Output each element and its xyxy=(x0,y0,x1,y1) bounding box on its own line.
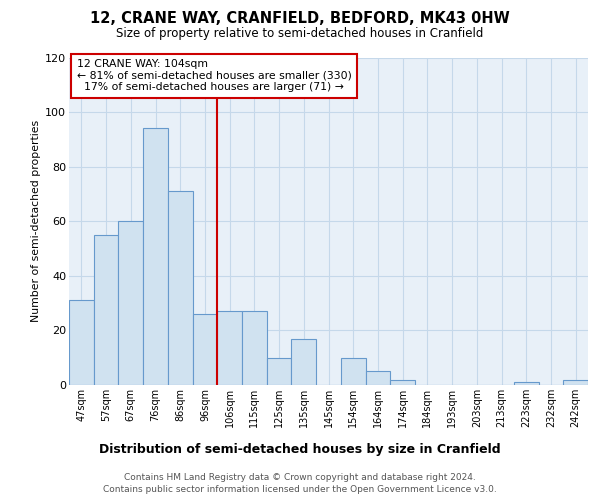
Bar xyxy=(69,300,94,385)
Bar xyxy=(168,191,193,385)
Bar xyxy=(94,235,118,385)
Text: 12 CRANE WAY: 104sqm
← 81% of semi-detached houses are smaller (330)
  17% of se: 12 CRANE WAY: 104sqm ← 81% of semi-detac… xyxy=(77,59,352,92)
Text: Size of property relative to semi-detached houses in Cranfield: Size of property relative to semi-detach… xyxy=(116,28,484,40)
Bar xyxy=(193,314,217,385)
Bar xyxy=(390,380,415,385)
Y-axis label: Number of semi-detached properties: Number of semi-detached properties xyxy=(31,120,41,322)
Text: Contains public sector information licensed under the Open Government Licence v3: Contains public sector information licen… xyxy=(103,485,497,494)
Bar xyxy=(292,338,316,385)
Bar xyxy=(365,372,390,385)
Bar xyxy=(217,312,242,385)
Text: Contains HM Land Registry data © Crown copyright and database right 2024.: Contains HM Land Registry data © Crown c… xyxy=(124,472,476,482)
Bar xyxy=(118,221,143,385)
Bar xyxy=(563,380,588,385)
Text: 12, CRANE WAY, CRANFIELD, BEDFORD, MK43 0HW: 12, CRANE WAY, CRANFIELD, BEDFORD, MK43 … xyxy=(90,11,510,26)
Bar xyxy=(514,382,539,385)
Text: Distribution of semi-detached houses by size in Cranfield: Distribution of semi-detached houses by … xyxy=(99,442,501,456)
Bar xyxy=(267,358,292,385)
Bar xyxy=(242,312,267,385)
Bar xyxy=(143,128,168,385)
Bar xyxy=(341,358,365,385)
